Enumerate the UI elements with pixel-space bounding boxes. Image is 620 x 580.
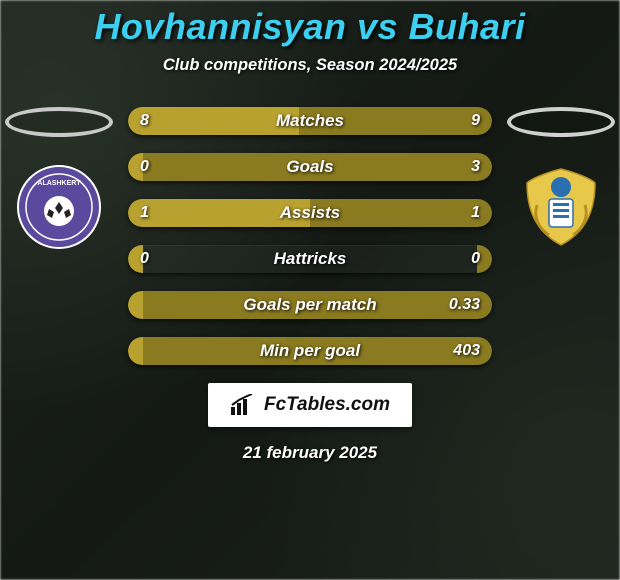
right-player-photo-placeholder <box>507 107 615 137</box>
stat-label: Assists <box>128 199 492 227</box>
comparison-card: Hovhannisyan vs Buhari Club competitions… <box>0 0 620 580</box>
stat-value-right: 0.33 <box>449 291 480 319</box>
stat-label: Goals <box>128 153 492 181</box>
right-team-logo <box>519 165 603 249</box>
footer: FcTables.com 21 february 2025 <box>208 383 412 463</box>
stat-bar: Hattricks0 0 <box>128 245 492 273</box>
stat-bar: Min per goal403 <box>128 337 492 365</box>
brand-badge: FcTables.com <box>208 383 412 427</box>
stat-label: Hattricks <box>128 245 492 273</box>
stat-bar: Matches8 9 <box>128 107 492 135</box>
stat-label: Goals per match <box>128 291 492 319</box>
stat-value-left: 0 <box>140 153 149 181</box>
stat-bar: Assists1 1 <box>128 199 492 227</box>
stat-label: Min per goal <box>128 337 492 365</box>
alashkert-logo-icon: ALASHKERT <box>17 165 101 249</box>
right-team-logo-icon <box>519 165 603 249</box>
stat-value-right: 9 <box>471 107 480 135</box>
stats-bars: Matches89Goals03Assists11Hattricks00Goal… <box>128 107 492 365</box>
left-player-col: ALASHKERT <box>4 107 114 249</box>
svg-text:ALASHKERT: ALASHKERT <box>37 180 81 187</box>
content-row: ALASHKERT Matches89Goals03Assists11Hattr… <box>0 107 620 365</box>
stat-value-right: 1 <box>471 199 480 227</box>
date-text: 21 february 2025 <box>243 443 377 463</box>
brand-text: FcTables.com <box>264 394 390 416</box>
stat-value-left: 0 <box>140 245 149 273</box>
stat-value-left: 8 <box>140 107 149 135</box>
stat-value-right: 403 <box>453 337 480 365</box>
right-player-col <box>506 107 616 249</box>
stat-value-right: 3 <box>471 153 480 181</box>
left-team-logo: ALASHKERT <box>17 165 101 249</box>
stat-value-left: 1 <box>140 199 149 227</box>
stat-value-right: 0 <box>471 245 480 273</box>
left-player-photo-placeholder <box>5 107 113 137</box>
stat-bar: Goals per match0.33 <box>128 291 492 319</box>
stat-label: Matches <box>128 107 492 135</box>
subtitle: Club competitions, Season 2024/2025 <box>163 56 457 75</box>
stat-bar: Goals0 3 <box>128 153 492 181</box>
page-title: Hovhannisyan vs Buhari <box>94 6 525 48</box>
brand-chart-icon <box>230 394 256 416</box>
